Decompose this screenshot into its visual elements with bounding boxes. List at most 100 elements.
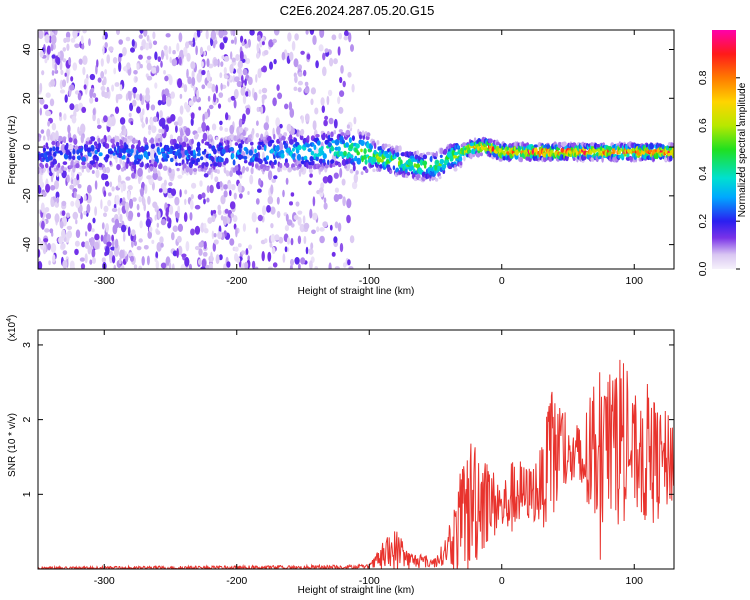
spectrogram-ridge-cell [389,169,393,174]
spectrogram-ridge-cell [81,156,87,163]
spectrogram-ridge-cell [398,156,401,161]
spectrogram-speckle [244,43,249,49]
spectrogram-speckle [54,180,59,190]
spectrogram-ridge-cell [46,146,49,150]
spectrogram-speckle [60,243,66,250]
spectrogram-ridge-cell [66,143,69,150]
spectrogram-speckle [223,37,228,44]
spectrogram-ridge-cell [422,154,428,160]
spectrogram-ridge-cell [116,141,120,147]
spectrogram-ridge-cell [671,147,674,154]
spectrogram-speckle [169,56,172,64]
spectrogram-speckle [308,180,312,186]
spectrogram-speckle [117,207,121,216]
spectrogram-ridge-cell [366,132,371,138]
spectrogram-ridge-cell [348,137,352,144]
spectrogram-speckle [341,158,347,167]
spectrogram-ridge-cell [220,138,224,143]
spectrogram-ridge-cell [355,143,360,149]
spectrogram-speckle [65,31,71,39]
spectrogram-speckle [301,115,304,124]
spectrogram-speckle [191,70,195,79]
snr-x-tick-label: 100 [625,575,643,587]
spectrogram-speckle [183,46,188,57]
spectrogram-ridge-cell [155,138,159,144]
spectrogram-speckle [190,112,195,120]
spectrogram-ridge-cell [283,132,288,137]
spectrogram-speckle [210,209,214,216]
spectrogram-speckle [199,46,204,56]
spectrogram-speckle [183,84,188,93]
spectrogram-speckle [163,179,167,187]
spectrogram-speckle [46,128,51,138]
spectrogram-speckle [319,227,325,232]
spectrogram-speckle [148,129,151,136]
colorbar-label: Normalized spectral amplitude [737,82,748,217]
spectrogram-speckle [351,83,355,93]
spectrogram-speckle [146,175,152,180]
spectrogram-ridge-cell [201,139,205,144]
spectrogram-speckle [82,55,88,65]
spectrogram-ridge-cell [277,166,281,173]
spectrogram-speckle [132,99,137,107]
spectrogram-speckle [270,206,276,215]
spectrogram-speckle [333,236,338,244]
spectrogram-speckle [315,60,319,69]
spectrogram-speckle [88,238,92,243]
spectrogram-ridge-cell [285,162,290,168]
spectrogram-speckle [91,228,95,233]
spectrogram-speckle [240,86,246,96]
spectrogram-speckle [139,30,144,34]
spectrogram-ridge-cell [215,136,219,141]
spectrogram-ridge-cell [102,167,108,174]
spectrogram-speckle [168,182,173,187]
spectrogram-speckle [174,210,179,218]
snr-x-tick-label: -100 [359,575,380,587]
spectrogram-ridge-cell [254,148,257,154]
spectrogram-speckle [87,184,92,194]
spectrogram-speckle [171,58,177,67]
spectrogram-speckle [211,230,215,240]
spectrogram-speckle [229,170,233,178]
spectrogram-speckle [50,43,54,52]
spectrogram-ridge-cell [85,140,90,146]
spectrogram-ridge-cell [105,166,111,174]
spectrogram-speckle [267,251,272,262]
spectrogram-speckle [128,252,134,257]
spectrogram-speckle [264,238,268,244]
snr-y-tick-label: 1 [21,491,33,497]
spectrogram-speckle [177,223,183,232]
spectrogram-speckle [263,49,269,56]
spectrogram-ridge-cell [324,164,329,169]
spectrogram-speckle [297,216,302,226]
spectrogram-ridge-cell [671,142,674,147]
spectrogram-speckle [256,120,259,126]
spectrogram-ridge-cell [208,167,212,174]
spectrogram-speckle [220,195,226,205]
spectrogram-ridge-cell [140,154,144,160]
spectrogram-speckle [242,262,245,269]
spectrogram-speckle [297,87,302,93]
spectrogram-speckle [326,95,330,106]
spectrogram-speckle [111,207,118,213]
spectrogram-speckle [62,47,67,52]
spectrogram-speckle [107,199,112,207]
spectrogram-speckle [289,201,293,206]
spectrogram-speckle [92,257,96,264]
spectrogram-speckle [183,212,188,223]
spectrogram-speckle [300,257,306,265]
spectrogram-speckle [146,255,150,266]
spectrogram-ridge-cell [315,134,320,138]
spectrogram-ridge-cell [360,171,364,176]
spectrogram-speckle [186,52,191,62]
spectrogram-ridge-cell [175,162,179,167]
spectrogram-speckle [138,196,142,203]
spectrogram-ridge-cell [289,138,294,145]
spectrogram-speckle [126,62,131,70]
spectrogram-speckle [84,231,88,237]
spectrogram-ridge-cell [41,167,44,174]
spectrogram-ridge-cell [438,175,442,180]
spectrogram-speckle [239,50,244,61]
spectrogram-speckle [300,50,305,55]
spectrogram-speckle [242,113,246,121]
